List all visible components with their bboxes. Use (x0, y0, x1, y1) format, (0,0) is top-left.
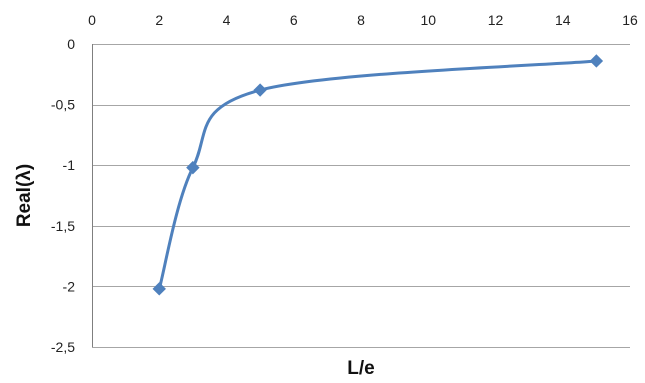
y-tick-labels: 0 -0,5 -1 -1,5 -2 -2,5 (51, 36, 75, 355)
y-axis-title: Real(λ) (14, 164, 35, 227)
y-tick-label: -2 (63, 278, 76, 294)
y-tick-label: 0 (67, 36, 75, 52)
series-line (157, 59, 598, 291)
x-tick-label: 6 (290, 12, 298, 28)
data-point-marker (253, 83, 267, 97)
y-tick-label: -1,5 (51, 218, 75, 234)
data-point-marker (152, 282, 166, 296)
data-point-marker (589, 54, 604, 68)
x-tick-labels: 0 2 4 6 8 10 12 14 16 (88, 12, 638, 28)
y-tick-label: -2,5 (51, 339, 75, 355)
x-tick-label: 12 (488, 12, 504, 28)
x-tick-label: 0 (88, 12, 96, 28)
y-tick-label: -1 (63, 157, 76, 173)
x-axis-title: L/e (347, 358, 374, 379)
y-tick-label: -0,5 (51, 97, 75, 113)
x-tick-label: 10 (420, 12, 436, 28)
gridlines (92, 44, 630, 348)
x-tick-label: 16 (622, 12, 638, 28)
data-point-marker (186, 160, 200, 175)
x-tick-label: 8 (357, 12, 365, 28)
x-tick-label: 2 (155, 12, 163, 28)
series-layer (152, 54, 604, 296)
x-tick-label: 4 (223, 12, 231, 28)
x-tick-label: 14 (555, 12, 571, 28)
